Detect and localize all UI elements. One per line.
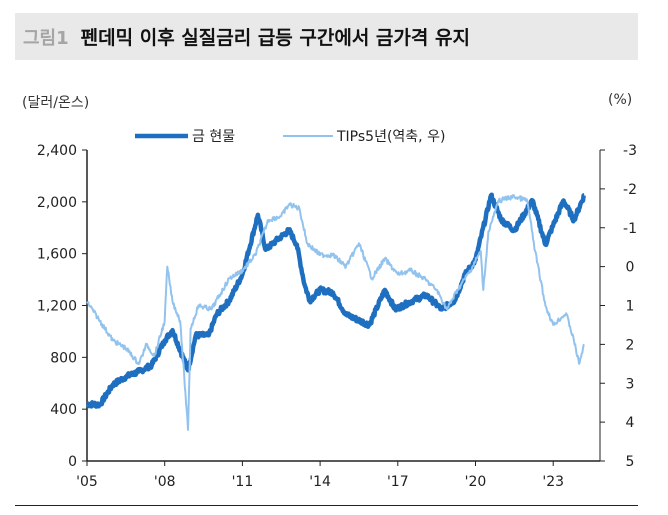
bottom-rule bbox=[15, 505, 638, 506]
right-tick-label: 4 bbox=[626, 415, 635, 431]
right-axis-unit: (%) bbox=[608, 92, 633, 108]
left-tick-label: 800 bbox=[50, 350, 77, 366]
right-tick-label: 2 bbox=[626, 337, 635, 353]
left-tick-label: 1,200 bbox=[37, 299, 77, 315]
x-tick-label: '17 bbox=[387, 474, 409, 490]
left-tick-label: 1,600 bbox=[37, 247, 77, 263]
chart-title: 펜데믹 이후 실질금리 급등 구간에서 금가격 유지 bbox=[80, 27, 470, 49]
right-tick-label: 1 bbox=[626, 299, 635, 315]
right-tick-label: 5 bbox=[626, 454, 635, 470]
x-tick-label: '11 bbox=[232, 474, 254, 490]
right-tick-label: -2 bbox=[623, 182, 637, 198]
figure-label: 그림1 bbox=[23, 27, 69, 49]
gold-spot-line bbox=[85, 192, 586, 409]
x-tick-label: '14 bbox=[309, 474, 331, 490]
x-tick-label: '20 bbox=[465, 474, 487, 490]
left-tick-label: 2,000 bbox=[37, 195, 77, 211]
left-tick-label: 2,400 bbox=[37, 143, 77, 159]
right-tick-label: 3 bbox=[626, 376, 635, 392]
right-tick-label: -3 bbox=[623, 143, 637, 159]
x-tick-label: '23 bbox=[542, 474, 564, 490]
legend-tips-label: TIPs5년(역축, 우) bbox=[336, 129, 445, 145]
title-bar: 그림1 펜데믹 이후 실질금리 급등 구간에서 금가격 유지 bbox=[15, 13, 638, 60]
left-tick-label: 400 bbox=[50, 402, 77, 418]
left-axis-unit: (달러/온스) bbox=[22, 95, 90, 111]
right-tick-label: -1 bbox=[623, 221, 637, 237]
right-tick-label: 0 bbox=[626, 260, 635, 276]
x-tick-label: '05 bbox=[76, 474, 98, 490]
legend-gold-label: 금 현물 bbox=[192, 129, 235, 145]
tips-5y-line bbox=[86, 194, 585, 431]
x-tick-label: '08 bbox=[154, 474, 176, 490]
left-tick-label: 0 bbox=[68, 454, 77, 470]
